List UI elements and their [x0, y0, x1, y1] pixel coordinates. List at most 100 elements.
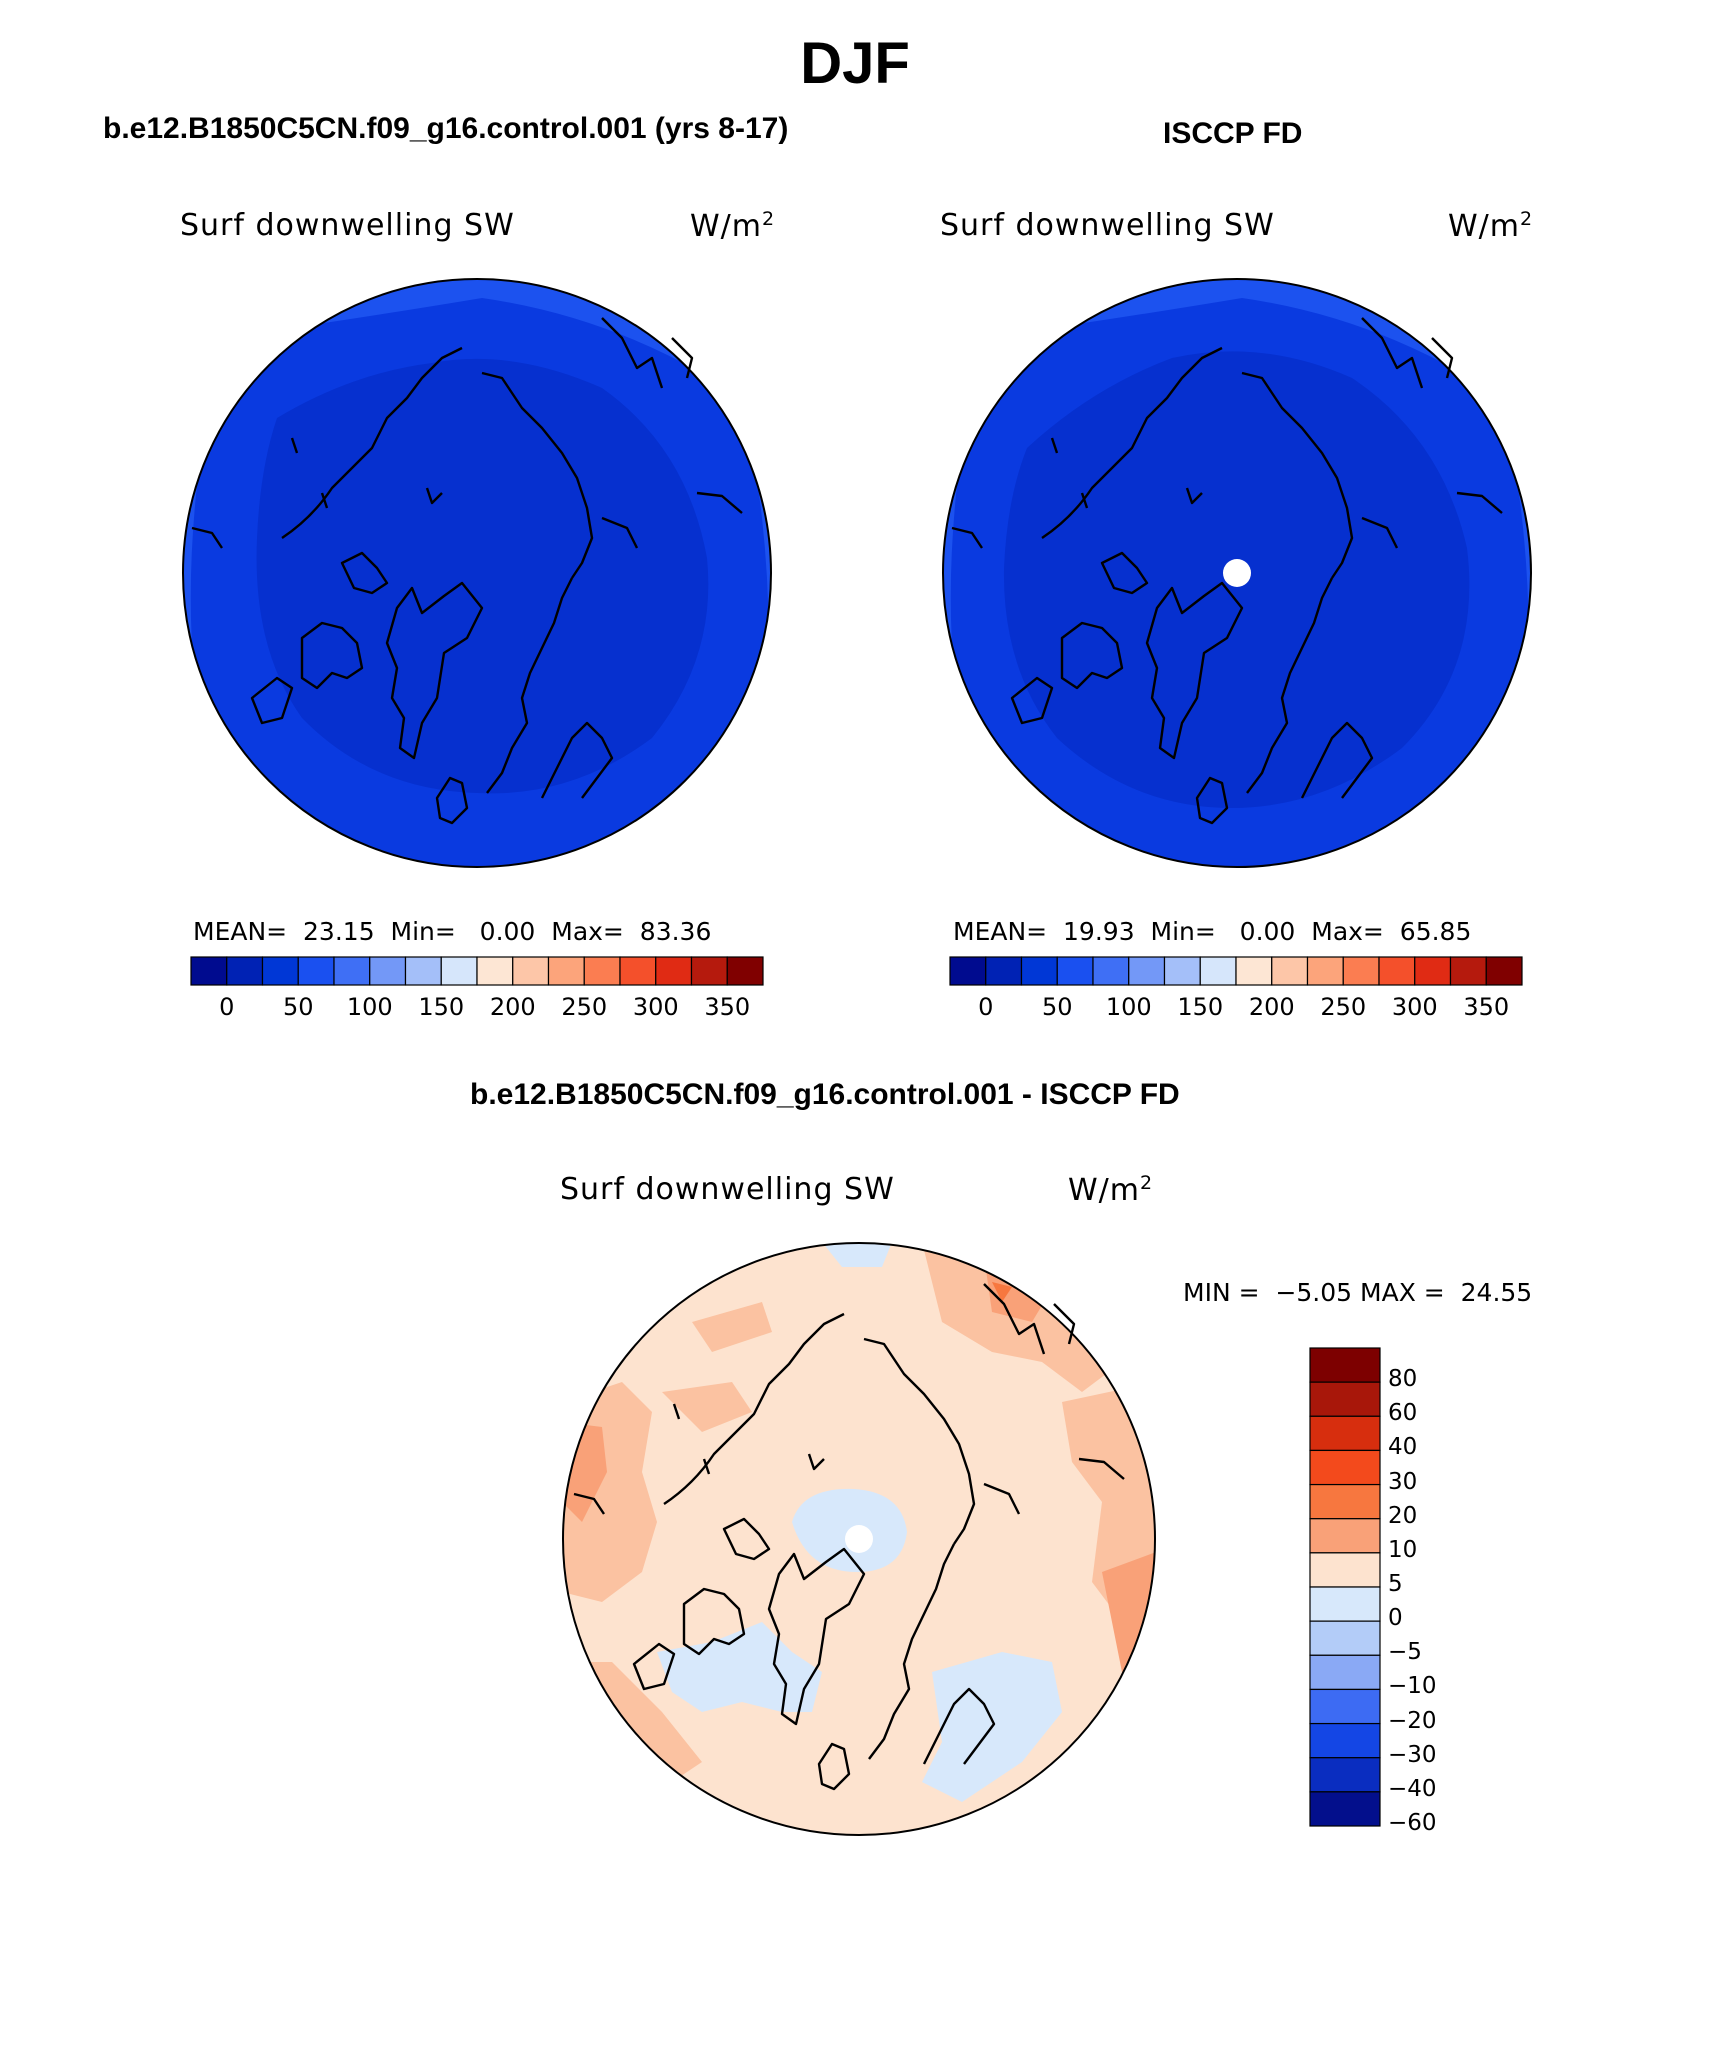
obs-colorbar-box	[1163, 956, 1201, 986]
obs-colorbar-tick-label: 50	[1041, 993, 1073, 1021]
model-colorbar-box	[190, 956, 228, 986]
model-colorbar-box	[369, 956, 407, 986]
diff-colorbar-tick-label: 0	[1388, 1605, 1403, 1632]
diff-case-title: b.e12.B1850C5CN.f09_g16.control.001 - IS…	[470, 1078, 1180, 1111]
model-coastlines	[191, 317, 743, 825]
model-colorbar-box	[333, 956, 371, 986]
obs-colorbar-box	[1485, 956, 1523, 986]
model-colorbar-box	[547, 956, 585, 986]
obs-colorbar-tick-label: 350	[1463, 993, 1510, 1021]
obs-colorbar-tick-label: 300	[1391, 993, 1438, 1021]
obs-colorbar-box	[1199, 956, 1237, 986]
model-colorbar-box	[690, 956, 728, 986]
diff-colorbar-box	[1309, 1688, 1381, 1725]
diff-colorbar-box	[1309, 1722, 1381, 1759]
obs-colorbar-box	[1128, 956, 1166, 986]
diff-colorbar-tick-label: −5	[1388, 1639, 1422, 1666]
obs-case-title: ISCCP FD	[1163, 117, 1303, 150]
model-variable-label: Surf downwelling SW	[180, 208, 515, 243]
diff-colorbar-box	[1309, 1654, 1381, 1691]
obs-colorbar-box	[1235, 956, 1273, 986]
diff-colorbar-box	[1309, 1483, 1381, 1520]
model-polar-map	[182, 278, 772, 868]
diff-colorbar-tick-label: 60	[1388, 1400, 1418, 1427]
diff-stats: MIN = −5.05 MAX = 24.55	[1183, 1278, 1533, 1307]
model-colorbar-tick-label: 100	[346, 993, 393, 1021]
diff-coastlines	[573, 1283, 1125, 1791]
model-colorbar-tick-label: 250	[561, 993, 608, 1021]
obs-colorbar-box	[1449, 956, 1487, 986]
obs-colorbar-tick-label: 250	[1320, 993, 1367, 1021]
diff-colorbar-box	[1309, 1552, 1381, 1588]
model-case-title: b.e12.B1850C5CN.f09_g16.control.001 (yrs…	[103, 112, 789, 145]
obs-colorbar-box	[949, 956, 987, 986]
obs-colorbar-box	[1414, 956, 1452, 986]
diff-colorbar-box	[1309, 1415, 1381, 1452]
diff-colorbar-tick-label: −60	[1388, 1810, 1437, 1836]
model-colorbar-box	[261, 956, 299, 986]
model-colorbar-ticks: 0 50 100 150 200 250 300 350	[191, 993, 763, 1023]
obs-colorbar-tick-label: 0	[978, 993, 994, 1021]
diff-colorbar-tick-label: 10	[1388, 1536, 1418, 1563]
obs-pole-missing-data	[1223, 559, 1251, 587]
model-colorbar-box	[226, 956, 264, 986]
model-colorbar-box	[583, 956, 621, 986]
diff-colorbar-box	[1309, 1791, 1381, 1827]
model-colorbar-box	[512, 956, 550, 986]
model-colorbar-box	[404, 956, 442, 986]
obs-coastlines	[951, 317, 1503, 825]
model-colorbar-box	[726, 956, 764, 986]
model-colorbar-box	[655, 956, 693, 986]
model-colorbar-box	[297, 956, 335, 986]
model-colorbar-tick-label: 150	[418, 993, 465, 1021]
obs-colorbar-box	[1092, 956, 1130, 986]
model-colorbar-box	[476, 956, 514, 986]
diff-colorbar-box	[1309, 1347, 1381, 1383]
diff-colorbar-box	[1309, 1586, 1381, 1622]
diff-colorbar-box	[1309, 1381, 1381, 1417]
model-units-label: W/m2	[690, 208, 776, 244]
model-colorbar-tick-label: 300	[632, 993, 679, 1021]
figure-title: DJF	[800, 31, 910, 96]
diff-colorbar-tick-label: 40	[1388, 1434, 1418, 1461]
obs-units-label: W/m2	[1448, 208, 1534, 244]
obs-colorbar-tick-label: 100	[1105, 993, 1152, 1021]
model-colorbar-tick-label: 50	[282, 993, 314, 1021]
obs-colorbar-box	[985, 956, 1023, 986]
model-colorbar-tick-label: 0	[219, 993, 235, 1021]
diff-units-label: W/m2	[1068, 1172, 1154, 1208]
diff-colorbar-tick-label: −20	[1388, 1707, 1437, 1734]
model-colorbar-tick-label: 350	[704, 993, 751, 1021]
diff-colorbar-tick-label: 20	[1388, 1502, 1418, 1529]
obs-colorbar	[949, 956, 1523, 986]
diff-colorbar-tick-label: 80	[1388, 1366, 1418, 1393]
diff-colorbar-tick-label: −40	[1388, 1775, 1437, 1802]
model-colorbar-box	[619, 956, 657, 986]
obs-colorbar-box	[1020, 956, 1058, 986]
obs-colorbar-tick-label: 150	[1177, 993, 1224, 1021]
diff-colorbar-tick-label: −30	[1388, 1741, 1437, 1768]
diff-colorbar-box	[1309, 1449, 1381, 1486]
obs-colorbar-box	[1342, 956, 1380, 986]
obs-colorbar-ticks: 0 50 100 150 200 250 300 350	[950, 993, 1522, 1023]
model-colorbar-tick-label: 200	[489, 993, 536, 1021]
obs-colorbar-tick-label: 200	[1248, 993, 1295, 1021]
diff-colorbar-box	[1309, 1518, 1381, 1554]
diff-pole-missing-data	[845, 1525, 873, 1553]
diff-colorbar-tick-label: 5	[1388, 1571, 1403, 1597]
diff-variable-label: Surf downwelling SW	[560, 1172, 895, 1207]
model-colorbar	[190, 956, 764, 986]
obs-colorbar-box	[1378, 956, 1416, 986]
obs-stats: MEAN= 19.93 Min= 0.00 Max= 65.85	[953, 917, 1472, 946]
obs-colorbar-box	[1271, 956, 1309, 986]
model-stats: MEAN= 23.15 Min= 0.00 Max= 83.36	[193, 917, 712, 946]
obs-colorbar-box	[1306, 956, 1344, 986]
model-colorbar-box	[440, 956, 478, 986]
diff-colorbar-box	[1309, 1620, 1381, 1656]
diff-colorbar	[1309, 1347, 1381, 1827]
diff-polar-map	[562, 1242, 1156, 1836]
obs-colorbar-box	[1056, 956, 1094, 986]
obs-variable-label: Surf downwelling SW	[940, 208, 1275, 243]
obs-polar-map	[942, 278, 1532, 868]
diff-colorbar-box	[1309, 1757, 1381, 1793]
